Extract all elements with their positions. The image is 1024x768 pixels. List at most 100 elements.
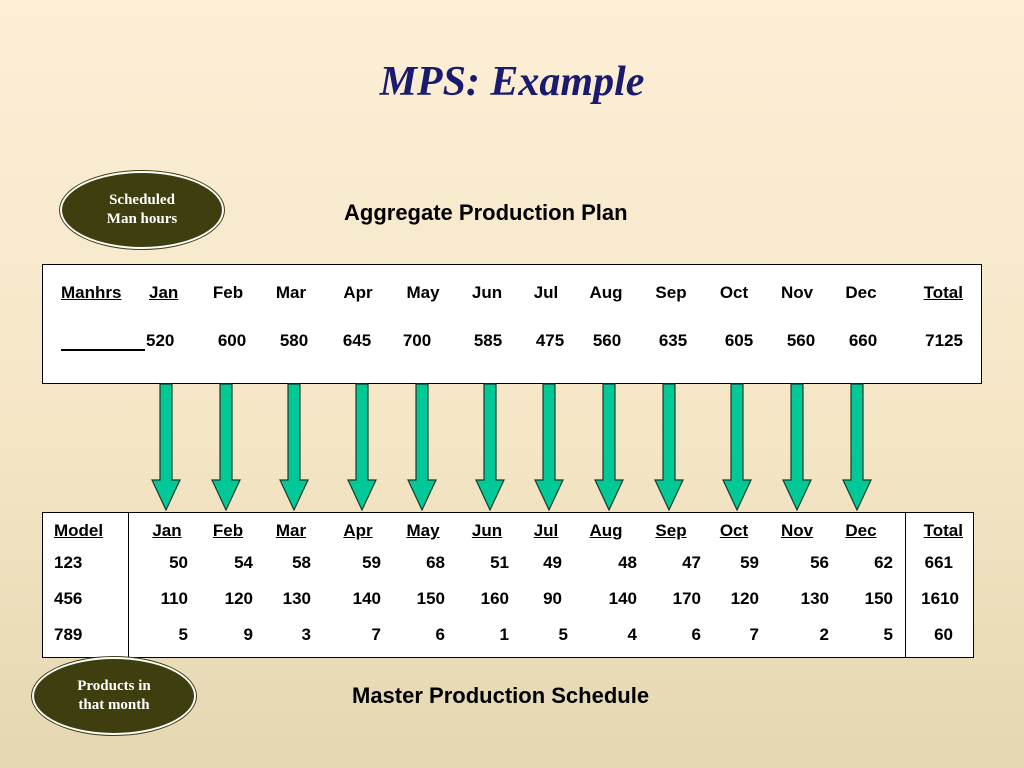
down-arrow-icon xyxy=(347,383,377,512)
manhrs-value: 635 xyxy=(658,331,688,350)
manhrs-value: 560 xyxy=(592,331,622,350)
mps-cell: 5 xyxy=(883,625,893,644)
mps-cell: 49 xyxy=(543,553,562,572)
mps-cell: 7 xyxy=(371,625,381,644)
mps-cell: 140 xyxy=(608,589,637,608)
down-arrow-icon xyxy=(722,383,752,512)
total-header: Total xyxy=(923,521,963,540)
mps-cell: 130 xyxy=(800,589,829,608)
down-arrow-icon xyxy=(407,383,437,512)
mps-cell: 150 xyxy=(864,589,893,608)
month-header: Oct xyxy=(719,283,749,302)
month-header: Feb xyxy=(212,521,244,540)
mps-cell: 160 xyxy=(480,589,509,608)
manhrs-value: 660 xyxy=(848,331,878,350)
month-header: Apr xyxy=(343,283,373,302)
oval-line-1: Products in xyxy=(77,678,151,694)
manhrs-value: 560 xyxy=(786,331,816,350)
down-arrow-icon xyxy=(279,383,309,512)
mps-cell: 4 xyxy=(627,625,637,644)
month-header: Nov xyxy=(780,283,814,302)
month-header: Jan xyxy=(152,521,182,540)
down-arrow-icon xyxy=(782,383,812,512)
oval-line-1: Scheduled xyxy=(109,192,175,208)
oval-line-2: Man hours xyxy=(106,211,178,227)
manhrs-header: Manhrs xyxy=(61,283,122,302)
month-header: Aug xyxy=(589,521,623,540)
master-schedule-table: Model Jan Feb Mar Apr May Jun Jul Aug Se… xyxy=(42,512,974,658)
mps-cell: 5 xyxy=(178,625,188,644)
manhrs-value: 700 xyxy=(402,331,432,350)
mps-cell: 3 xyxy=(301,625,311,644)
mps-cell: 68 xyxy=(426,553,445,572)
mps-cell: 140 xyxy=(352,589,381,608)
page-title: MPS: Example xyxy=(379,59,645,105)
down-arrow-icon xyxy=(475,383,505,512)
mps-cell: 47 xyxy=(682,553,701,572)
month-header: May xyxy=(406,283,440,302)
mps-cell: 59 xyxy=(362,553,381,572)
month-header: May xyxy=(406,521,440,540)
month-header: Aug xyxy=(589,283,623,302)
mps-cell: 5 xyxy=(558,625,568,644)
down-arrow-icon xyxy=(842,383,872,512)
mps-cell: 150 xyxy=(416,589,445,608)
month-header: Oct xyxy=(719,521,749,540)
manhrs-value: 600 xyxy=(217,331,247,350)
down-arrow-icon xyxy=(654,383,684,512)
mps-cell: 56 xyxy=(810,553,829,572)
mps-cell: 48 xyxy=(618,553,637,572)
mps-cell: 54 xyxy=(234,553,253,572)
month-header: Jun xyxy=(471,283,503,302)
mps-cell: 130 xyxy=(282,589,311,608)
down-arrow-icon xyxy=(151,383,181,512)
mps-row-total: 60 xyxy=(934,625,953,644)
master-schedule-heading: Master Production Schedule xyxy=(352,683,650,708)
model-id: 123 xyxy=(54,553,83,572)
month-header: Nov xyxy=(780,521,814,540)
month-header: Jul xyxy=(533,521,559,540)
manhrs-total: 7125 xyxy=(925,331,963,350)
month-header: Dec xyxy=(845,521,877,540)
mps-cell: 120 xyxy=(730,589,759,608)
month-header: Dec xyxy=(845,283,877,302)
model-header: Model xyxy=(54,521,104,540)
model-id: 456 xyxy=(54,589,83,608)
aggregate-plan-table: Manhrs Jan Feb Mar Apr May Jun Jul Aug S… xyxy=(42,264,982,384)
month-header: Jul xyxy=(533,283,559,302)
mps-cell: 58 xyxy=(292,553,311,572)
month-header: Mar xyxy=(275,283,307,302)
manhrs-value: 520 xyxy=(146,331,175,350)
month-header: Jun xyxy=(471,521,503,540)
mps-cell: 9 xyxy=(243,625,253,644)
mps-cell: 7 xyxy=(749,625,759,644)
month-header: Sep xyxy=(655,283,687,302)
mps-cell: 62 xyxy=(874,553,893,572)
aggregate-plan-heading: Aggregate Production Plan xyxy=(344,200,628,225)
mps-cell: 90 xyxy=(543,589,562,608)
month-header: Sep xyxy=(655,521,687,540)
month-header: Apr xyxy=(343,521,373,540)
mps-cell: 6 xyxy=(691,625,701,644)
manhrs-value: 580 xyxy=(279,331,309,350)
mps-cell: 59 xyxy=(740,553,759,572)
mps-cell: 2 xyxy=(819,625,829,644)
model-column-divider xyxy=(128,513,129,657)
mps-cell: 50 xyxy=(169,553,188,572)
manhrs-value: 585 xyxy=(473,331,503,350)
mps-cell: 120 xyxy=(224,589,253,608)
down-arrow-icon xyxy=(594,383,624,512)
total-header: Total xyxy=(923,283,963,302)
down-arrow-icon xyxy=(534,383,564,512)
blank-underline xyxy=(61,349,145,351)
mps-cell: 6 xyxy=(435,625,445,644)
mps-cell: 110 xyxy=(160,589,188,608)
manhrs-value: 475 xyxy=(535,331,565,350)
month-header: Jan xyxy=(149,283,179,302)
mps-row-total: 1610 xyxy=(921,589,959,608)
oval-line-2: that month xyxy=(78,697,150,713)
products-in-month-oval: Products in that month xyxy=(32,657,196,735)
scheduled-man-hours-oval: Scheduled Man hours xyxy=(60,171,224,249)
manhrs-value: 645 xyxy=(342,331,372,350)
